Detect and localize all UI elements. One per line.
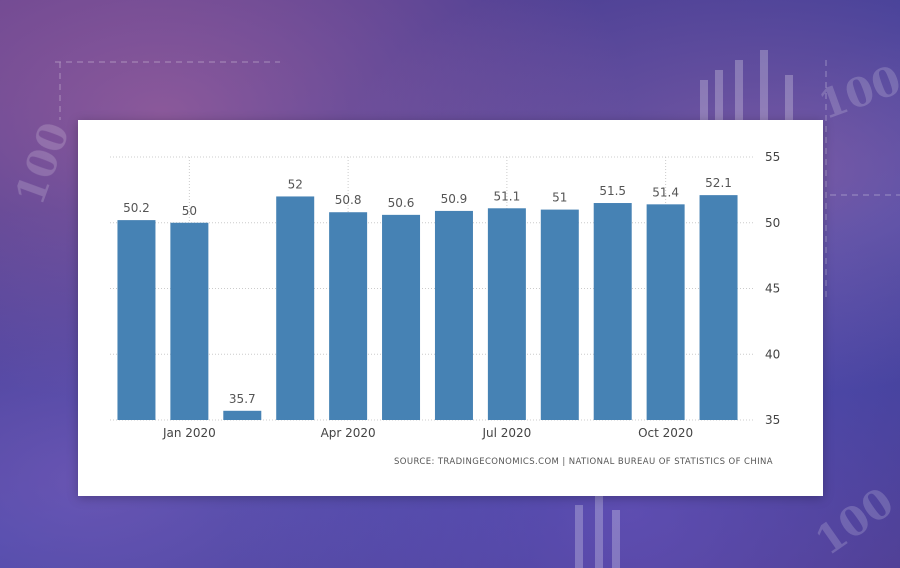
bar xyxy=(593,203,632,420)
y-axis: 35 40 45 50 55 xyxy=(765,150,780,427)
bar-value-label: 50.6 xyxy=(388,196,415,210)
y-tick-label: 35 xyxy=(765,413,780,427)
bar-value-label: 51.5 xyxy=(599,184,626,198)
bar xyxy=(540,209,579,420)
bar xyxy=(276,196,315,420)
bar xyxy=(382,214,421,420)
source-note: SOURCE: TRADINGECONOMICS.COM | NATIONAL … xyxy=(393,457,773,467)
bar xyxy=(646,204,685,420)
x-tick-label: Jul 2020 xyxy=(481,426,531,440)
bar-value-label: 51.4 xyxy=(652,185,679,199)
y-tick-label: 55 xyxy=(765,150,780,164)
y-tick-label: 50 xyxy=(765,216,780,230)
bar-value-label: 52.1 xyxy=(705,176,732,190)
x-tick-label: Oct 2020 xyxy=(638,426,693,440)
svg-text:100: 100 xyxy=(813,56,900,129)
chart-card: 50.2 50 35.7 52 50.8 50.6 50.9 51.1 51 51.5 51.4 52… xyxy=(78,120,823,496)
bar-value-label: 51 xyxy=(552,191,567,205)
x-axis: Jan 2020 Apr 2020 Jul 2020 Oct 2020 xyxy=(162,426,693,440)
bar xyxy=(170,222,209,420)
x-tick-label: Jan 2020 xyxy=(162,426,216,440)
bar xyxy=(699,195,738,420)
bar-value-label: 52 xyxy=(288,177,303,191)
y-tick-label: 45 xyxy=(765,282,780,296)
svg-text:100: 100 xyxy=(7,116,80,211)
bar-value-label: 50 xyxy=(182,204,197,218)
bar-value-label: 51.1 xyxy=(494,189,521,203)
bar-value-label: 35.7 xyxy=(229,392,256,406)
bar-value-label: 50.8 xyxy=(335,193,362,207)
bar-value-label: 50.9 xyxy=(441,192,468,206)
bar xyxy=(223,410,262,420)
bar-value-label: 50.2 xyxy=(123,201,150,215)
bar-chart: 50.2 50 35.7 52 50.8 50.6 50.9 51.1 51 51.5 51.4 52… xyxy=(110,150,780,440)
bar xyxy=(329,212,368,420)
bar xyxy=(434,210,473,420)
bar xyxy=(117,220,156,420)
y-tick-label: 40 xyxy=(765,347,780,361)
data-labels: 50.2 50 35.7 52 50.8 50.6 50.9 51.1 51 51.5 51.4 52… xyxy=(123,176,732,406)
bars xyxy=(117,195,738,420)
x-tick-label: Apr 2020 xyxy=(321,426,376,440)
bar xyxy=(487,208,526,420)
